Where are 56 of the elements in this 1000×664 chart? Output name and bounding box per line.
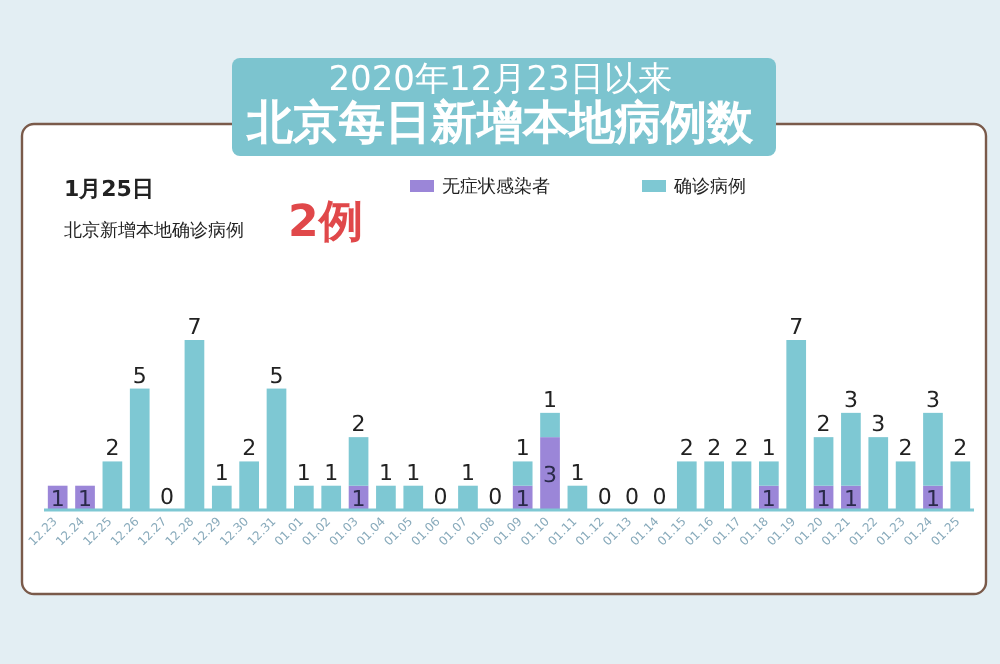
- data-label: 1: [50, 485, 65, 512]
- bar: [813, 437, 834, 486]
- data-label: 2: [242, 435, 257, 462]
- data-label: 0: [488, 484, 503, 510]
- data-label: 1: [351, 485, 366, 512]
- text: 2例: [288, 198, 363, 248]
- legend-label: 确诊病例: [672, 176, 746, 198]
- data-label: 1: [761, 435, 776, 462]
- data-label: 1: [324, 459, 339, 486]
- data-label: 0: [652, 484, 667, 510]
- data-label: 1: [296, 459, 311, 486]
- data-label: 1: [378, 459, 393, 486]
- data-label: 0: [625, 484, 640, 510]
- data-label: 1: [843, 485, 858, 512]
- bar: [512, 461, 533, 486]
- data-label: 1: [925, 485, 940, 512]
- data-label: 1: [761, 485, 776, 512]
- text: 北京新增本地确诊病例: [64, 220, 244, 242]
- data-label: 2: [679, 435, 694, 462]
- bar: [540, 437, 560, 510]
- data-label: 5: [269, 362, 284, 389]
- data-label: 1: [460, 459, 475, 486]
- legend-label: 无症状感染者: [442, 176, 550, 198]
- data-label: 2: [105, 435, 120, 462]
- data-label: 2: [707, 435, 722, 462]
- data-label: 1: [515, 435, 530, 462]
- data-label: 0: [433, 484, 448, 510]
- data-label: 1: [543, 386, 558, 413]
- data-label: 5: [132, 362, 147, 389]
- data-label: 3: [925, 386, 940, 413]
- data-label: 3: [871, 411, 886, 438]
- chart-subtitle: 北京每日新增本地病例数: [245, 96, 755, 150]
- data-label: 2: [734, 435, 749, 462]
- data-label: 1: [78, 485, 93, 512]
- bar: [540, 412, 560, 438]
- bar: [759, 461, 779, 486]
- data-label: 1: [515, 485, 530, 512]
- data-label: 2: [816, 411, 831, 438]
- data-label: 1: [570, 459, 585, 486]
- bar: [348, 437, 369, 486]
- data-label: 7: [789, 314, 804, 340]
- data-label: 7: [187, 314, 202, 340]
- data-label: 0: [160, 484, 175, 510]
- text: 1月25日: [64, 176, 154, 202]
- bar: [923, 412, 943, 486]
- data-label: 1: [406, 459, 421, 486]
- data-label: 3: [843, 386, 858, 413]
- data-label: 2: [898, 435, 913, 462]
- data-label: 1: [816, 485, 831, 512]
- data-label: 1: [214, 459, 229, 486]
- chart-title: 2020年12月23日以来: [328, 60, 672, 100]
- data-label: 3: [543, 461, 558, 488]
- bar: [841, 412, 861, 486]
- data-label: 0: [597, 484, 612, 510]
- data-label: 2: [351, 411, 366, 438]
- data-label: 2: [953, 435, 968, 462]
